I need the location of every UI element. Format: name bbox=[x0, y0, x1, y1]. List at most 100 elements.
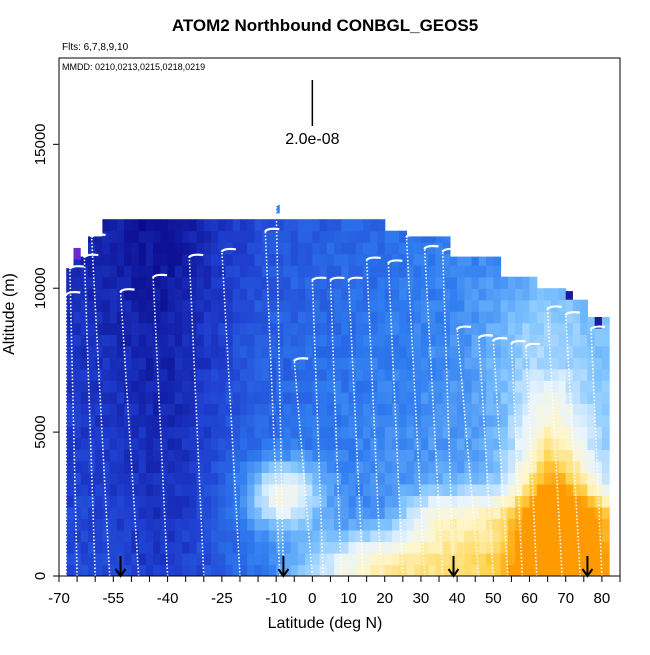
heatmap-cell bbox=[196, 322, 205, 335]
heatmap-cell bbox=[326, 368, 335, 381]
heatmap-cell bbox=[225, 299, 234, 312]
heatmap-cell bbox=[471, 530, 480, 543]
heatmap-cell bbox=[471, 483, 480, 496]
heatmap-cell bbox=[261, 403, 270, 416]
heatmap-cell bbox=[551, 345, 559, 358]
heatmap-cell bbox=[196, 437, 205, 450]
y-axis-label: Altitude (m) bbox=[1, 273, 18, 355]
heatmap-cell bbox=[544, 506, 552, 519]
heatmap-cell bbox=[225, 230, 234, 243]
heatmap-cell bbox=[326, 242, 335, 255]
heatmap-cell bbox=[565, 437, 574, 450]
heatmap-cell bbox=[464, 414, 473, 427]
heatmap-cell bbox=[558, 495, 567, 508]
heatmap-cell bbox=[348, 437, 357, 450]
heatmap-cell bbox=[442, 414, 451, 427]
heatmap-cell bbox=[160, 541, 169, 554]
heatmap-cell bbox=[312, 299, 321, 312]
heatmap-cell bbox=[225, 414, 234, 427]
heatmap-cell bbox=[174, 472, 183, 485]
heatmap-cell bbox=[297, 357, 306, 370]
heatmap-cell bbox=[413, 472, 422, 485]
heatmap-cell bbox=[283, 495, 292, 508]
heatmap-cell bbox=[160, 518, 169, 531]
heatmap-cell bbox=[305, 564, 313, 576]
heatmap-cell bbox=[283, 426, 292, 439]
heatmap-cell bbox=[276, 345, 284, 358]
heatmap-cell bbox=[167, 403, 176, 416]
heatmap-cell bbox=[399, 495, 407, 508]
heatmap-cell bbox=[225, 495, 234, 508]
heatmap-cell bbox=[493, 553, 502, 566]
heatmap-cell bbox=[268, 230, 277, 243]
heatmap-cell bbox=[95, 368, 103, 381]
heatmap-cell bbox=[551, 449, 559, 462]
heatmap-cell bbox=[341, 391, 350, 404]
heatmap-cell bbox=[225, 219, 234, 232]
heatmap-cell bbox=[88, 426, 96, 439]
heatmap-cell bbox=[587, 483, 596, 496]
heatmap-cell bbox=[500, 299, 509, 312]
heatmap-cell bbox=[363, 414, 371, 427]
heatmap-cell bbox=[544, 368, 552, 381]
heatmap-cell bbox=[334, 299, 342, 312]
heatmap-cell bbox=[334, 322, 342, 335]
heatmap-cell bbox=[522, 530, 531, 543]
heatmap-cell bbox=[428, 253, 436, 266]
heatmap-cell bbox=[420, 518, 429, 531]
heatmap-cell bbox=[536, 288, 545, 301]
heatmap-cell bbox=[319, 276, 328, 289]
heatmap-cell bbox=[203, 322, 212, 335]
heatmap-cell bbox=[392, 506, 400, 519]
heatmap-cell bbox=[319, 322, 328, 335]
heatmap-cell bbox=[515, 414, 523, 427]
heatmap-cell bbox=[254, 334, 263, 347]
heatmap-cell bbox=[232, 437, 241, 450]
heatmap-cell bbox=[601, 345, 610, 358]
heatmap-cell bbox=[167, 506, 176, 519]
heatmap-cell bbox=[370, 253, 379, 266]
heatmap-cell bbox=[305, 472, 313, 485]
heatmap-cell bbox=[406, 553, 415, 566]
heatmap-cell bbox=[399, 483, 407, 496]
x-tick-label: 0 bbox=[308, 590, 316, 607]
heatmap-cell bbox=[95, 530, 103, 543]
heatmap-cell bbox=[493, 322, 502, 335]
heatmap-cell bbox=[95, 236, 103, 243]
heatmap-cell bbox=[80, 299, 89, 312]
heatmap-cell bbox=[464, 403, 473, 416]
heatmap-cell bbox=[551, 437, 559, 450]
heatmap-cell bbox=[167, 368, 176, 381]
heatmap-cell bbox=[413, 265, 422, 278]
heatmap-cell bbox=[522, 483, 531, 496]
heatmap-cell bbox=[312, 530, 321, 543]
heatmap-cell bbox=[167, 242, 176, 255]
heatmap-cell bbox=[232, 288, 241, 301]
heatmap-cell bbox=[428, 334, 436, 347]
heatmap-cell bbox=[124, 219, 132, 232]
heatmap-cell bbox=[268, 322, 277, 335]
heatmap-cell bbox=[478, 472, 487, 485]
heatmap-cell bbox=[406, 414, 415, 427]
heatmap-cell bbox=[413, 437, 422, 450]
heatmap-cell bbox=[326, 449, 335, 462]
heatmap-cell bbox=[348, 506, 357, 519]
heatmap-cell bbox=[131, 483, 140, 496]
heatmap-cell bbox=[507, 276, 516, 289]
flight-profile-level bbox=[455, 325, 472, 331]
heatmap-cell bbox=[377, 299, 386, 312]
heatmap-cell bbox=[529, 380, 538, 393]
heatmap-cell bbox=[297, 541, 306, 554]
heatmap-cell bbox=[109, 299, 118, 312]
heatmap-cell bbox=[174, 564, 183, 576]
heatmap-cell bbox=[594, 391, 603, 404]
heatmap-cell bbox=[131, 299, 140, 312]
heatmap-cell bbox=[529, 437, 538, 450]
heatmap-cell bbox=[203, 288, 212, 301]
heatmap-cell bbox=[457, 426, 465, 439]
heatmap-cell bbox=[276, 391, 284, 404]
heatmap-cell bbox=[160, 437, 169, 450]
heatmap-cell bbox=[138, 495, 147, 508]
heatmap-cell bbox=[153, 253, 161, 266]
heatmap-cell bbox=[153, 288, 161, 301]
